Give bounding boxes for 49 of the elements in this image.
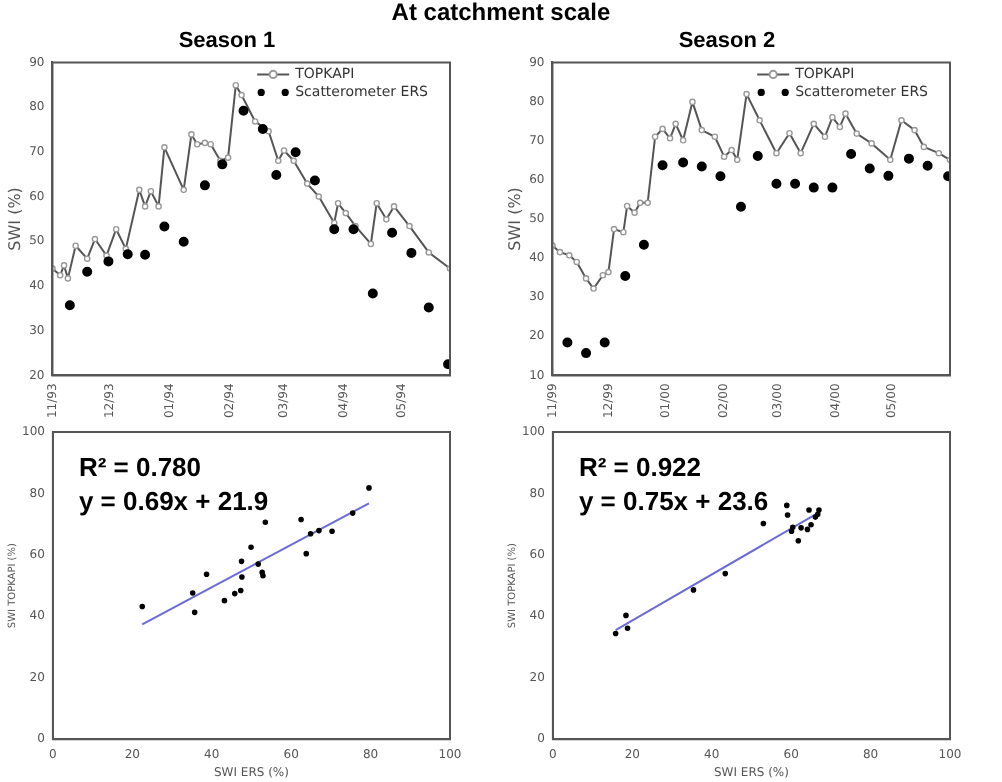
point xyxy=(64,300,75,311)
point xyxy=(752,150,763,161)
point xyxy=(827,182,838,193)
annotation: y = 0.69x + 21.9 xyxy=(78,486,269,517)
point xyxy=(140,249,151,260)
point xyxy=(159,221,170,232)
point xyxy=(790,178,801,189)
point xyxy=(367,288,378,299)
chart-title: Season 2 xyxy=(678,29,776,54)
point xyxy=(678,157,689,168)
point xyxy=(883,170,894,181)
point xyxy=(808,182,819,193)
y-axis-title: SWI (%) xyxy=(505,187,524,251)
point xyxy=(309,175,320,186)
point xyxy=(199,180,210,191)
point xyxy=(864,163,875,174)
point xyxy=(103,256,114,267)
point xyxy=(562,337,573,348)
point xyxy=(771,178,782,189)
point xyxy=(903,153,914,164)
point xyxy=(387,227,398,238)
point xyxy=(846,148,857,159)
point xyxy=(406,247,417,258)
point xyxy=(599,337,610,348)
point xyxy=(922,160,933,171)
point xyxy=(348,224,359,235)
chart-title: Season 1 xyxy=(178,29,276,54)
annotation: R² = 0.922 xyxy=(578,452,702,483)
point xyxy=(329,224,340,235)
annotation: y = 0.75x + 23.6 xyxy=(578,486,769,517)
point xyxy=(257,124,268,135)
point xyxy=(178,236,189,247)
point xyxy=(82,266,93,277)
y-axis-title: SWI (%) xyxy=(5,187,24,251)
point xyxy=(735,201,746,212)
point xyxy=(620,271,631,282)
point xyxy=(238,105,249,116)
point xyxy=(715,171,726,182)
annotation: R² = 0.780 xyxy=(78,452,202,483)
point xyxy=(657,160,668,171)
point xyxy=(638,239,649,250)
point xyxy=(290,147,301,158)
point xyxy=(217,159,228,170)
point xyxy=(423,302,434,313)
point xyxy=(122,249,133,260)
point xyxy=(271,170,282,181)
point xyxy=(696,161,707,172)
point xyxy=(581,348,592,359)
text: At catchment scale xyxy=(389,0,613,26)
